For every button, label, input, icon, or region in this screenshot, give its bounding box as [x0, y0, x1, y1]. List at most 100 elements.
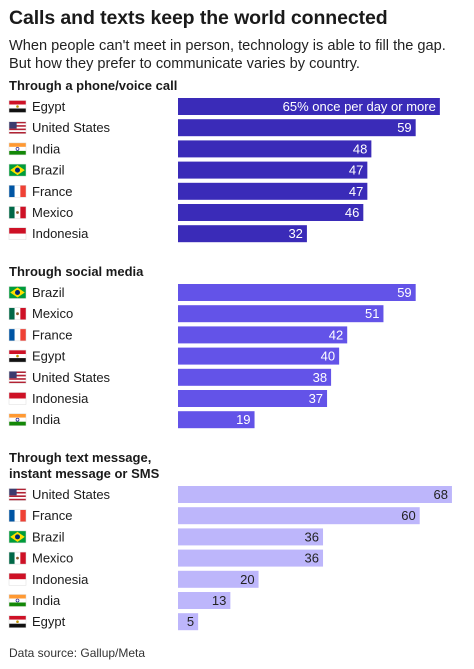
bar-row-through-a-phone-voice-call-india: India 48 — [8, 140, 372, 158]
data-source-note: Data source: Gallup/Meta — [9, 646, 146, 660]
group-heading-line: Through text message, — [9, 450, 151, 465]
egypt-flag-icon — [8, 100, 27, 113]
group-heading-line: Through social media — [9, 264, 144, 279]
bar-value-label: 46 — [345, 205, 359, 220]
bar-row-through-a-phone-voice-call-mexico: Mexico 46 — [8, 204, 364, 221]
group-heading-line: instant message or SMS — [9, 466, 160, 481]
bar-row-through-a-phone-voice-call-egypt: Egypt 65% once per day or more — [8, 98, 440, 115]
chart-title: Calls and texts keep the world connected — [9, 7, 388, 29]
bar-value-label: 36 — [305, 529, 319, 544]
bar-value-label: 32 — [288, 226, 302, 241]
bar — [178, 98, 440, 115]
country-label: Indonesia — [32, 391, 89, 406]
india-flag-icon — [8, 142, 27, 156]
mexico-flag-icon — [8, 206, 27, 219]
bar — [178, 161, 368, 179]
bar-row-through-a-phone-voice-call-france: France 47 — [8, 182, 368, 200]
bar — [178, 528, 324, 546]
indonesia-flag-icon — [8, 392, 27, 405]
bar — [178, 326, 348, 344]
country-label: India — [32, 593, 61, 608]
bar-value-label: 5 — [187, 614, 194, 629]
bar — [178, 570, 259, 588]
bar-value-label: 51 — [365, 306, 379, 321]
bar-value-label: 37 — [309, 391, 323, 406]
country-label: India — [32, 141, 61, 156]
country-label: France — [32, 184, 72, 199]
group-heading-through-a-phone-voice-call: Through a phone/voice call — [9, 78, 177, 93]
bar-row-through-social-media-mexico: Mexico 51 — [8, 305, 384, 323]
bar — [178, 119, 416, 137]
bar-value-label: 59 — [397, 285, 411, 300]
bar-row-through-social-media-indonesia: Indonesia 37 — [8, 390, 328, 407]
united-states-flag-icon — [8, 371, 27, 384]
country-label: Brazil — [32, 285, 65, 300]
bar — [178, 305, 384, 323]
bar-value-label: 68 — [433, 487, 447, 502]
bar-row-through-text-message-instant-message-or-sms-egypt: Egypt 5 — [8, 613, 199, 631]
united-states-flag-icon — [8, 488, 27, 501]
india-flag-icon — [8, 413, 27, 426]
country-label: France — [32, 327, 72, 342]
bar — [178, 284, 416, 301]
group-heading-through-text-message-instant-message-or-sms: Through text message, instant message or … — [9, 450, 160, 481]
country-label: Egypt — [32, 614, 66, 629]
bar-value-label: 20 — [240, 572, 254, 587]
country-label: Indonesia — [32, 572, 89, 587]
country-label: Brazil — [32, 163, 65, 178]
bar-row-through-social-media-egypt: Egypt 40 — [8, 347, 340, 365]
bar — [178, 592, 231, 609]
bar-value-label: 60 — [401, 508, 415, 523]
country-label: Mexico — [32, 306, 73, 321]
france-flag-icon — [8, 509, 27, 522]
bar — [178, 182, 368, 200]
bar-row-through-a-phone-voice-call-united-states: United States 59 — [8, 119, 416, 137]
country-label: Egypt — [32, 349, 66, 364]
egypt-flag-icon — [8, 349, 27, 363]
bar-value-label: 65% once per day or more — [283, 99, 436, 114]
india-flag-icon — [8, 594, 27, 607]
indonesia-flag-icon — [8, 227, 27, 240]
brazil-flag-icon — [8, 286, 27, 299]
bar-row-through-text-message-instant-message-or-sms-united-states: United States 68 — [8, 486, 452, 503]
bar — [178, 390, 328, 407]
united-states-flag-icon — [8, 121, 27, 134]
bar — [178, 486, 452, 503]
egypt-flag-icon — [8, 615, 27, 628]
bar — [178, 411, 255, 429]
bar-row-through-text-message-instant-message-or-sms-brazil: Brazil 36 — [8, 528, 324, 546]
bar-value-label: 42 — [329, 327, 343, 342]
bar-value-label: 59 — [397, 120, 411, 135]
country-label: Indonesia — [32, 226, 89, 241]
bar-value-label: 19 — [236, 412, 250, 427]
bar — [178, 613, 199, 631]
country-label: United States — [32, 120, 111, 135]
brazil-flag-icon — [8, 163, 27, 177]
group-heading-line: Through a phone/voice call — [9, 78, 177, 93]
france-flag-icon — [8, 328, 27, 342]
country-label: Brazil — [32, 529, 65, 544]
brazil-flag-icon — [8, 530, 27, 544]
country-label: United States — [32, 487, 111, 502]
bar-value-label: 38 — [313, 370, 327, 385]
mexico-flag-icon — [8, 551, 27, 565]
bar-row-through-text-message-instant-message-or-sms-mexico: Mexico 36 — [8, 549, 324, 567]
bar — [178, 204, 364, 221]
mexico-flag-icon — [8, 307, 27, 320]
bar-row-through-text-message-instant-message-or-sms-india: India 13 — [8, 592, 231, 609]
bar-row-through-social-media-brazil: Brazil 59 — [8, 284, 416, 301]
bar-row-through-text-message-instant-message-or-sms-france: France 60 — [8, 507, 420, 525]
group-heading-through-social-media: Through social media — [9, 264, 144, 279]
country-label: Mexico — [32, 551, 73, 566]
bar — [178, 225, 307, 243]
bar-row-through-social-media-united-states: United States 38 — [8, 368, 332, 386]
bar-row-through-a-phone-voice-call-brazil: Brazil 47 — [8, 161, 368, 179]
bar — [178, 368, 332, 386]
bar-row-through-social-media-india: India 19 — [8, 411, 255, 429]
bar — [178, 549, 324, 567]
bar-value-label: 36 — [305, 551, 319, 566]
bar-row-through-text-message-instant-message-or-sms-indonesia: Indonesia 20 — [8, 570, 259, 588]
country-label: India — [32, 412, 61, 427]
bar-value-label: 47 — [349, 163, 363, 178]
